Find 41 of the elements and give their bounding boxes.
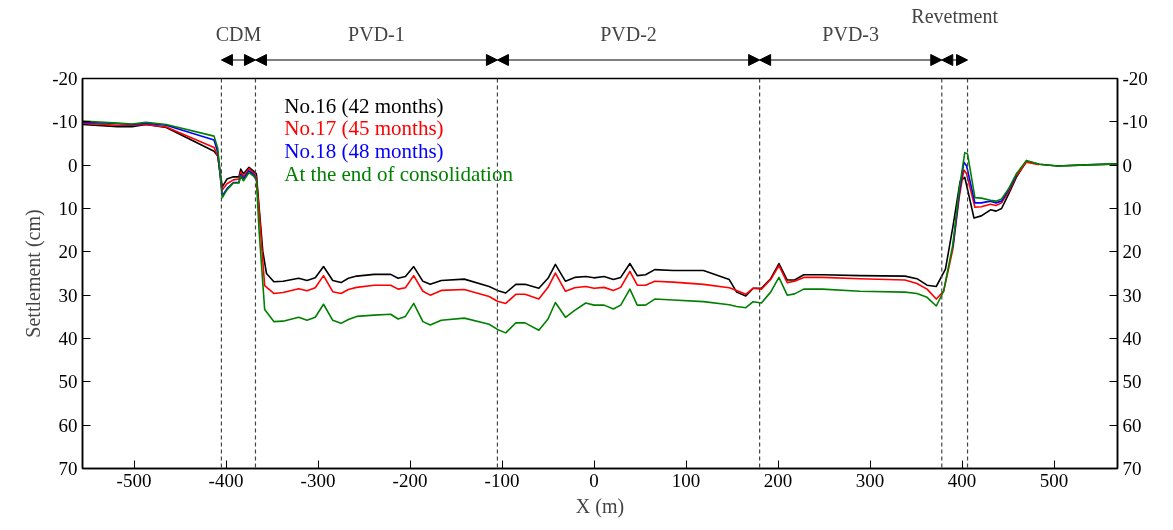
series-label: No.18 (48 months) <box>284 139 444 164</box>
y-tick-label: -10 <box>52 111 78 133</box>
y-tick-label: 0 <box>68 154 78 176</box>
x-tick-label: 300 <box>855 469 885 491</box>
x-tick-label: -400 <box>208 469 244 491</box>
y2-tick-label: 70 <box>1122 458 1142 479</box>
x-tick-label: -100 <box>484 469 520 491</box>
y-tick-label: 70 <box>58 458 78 479</box>
y2-tick-label: 20 <box>1122 241 1142 263</box>
y2-tick-label: -20 <box>1122 68 1148 89</box>
x-tick-label: -200 <box>392 469 428 491</box>
y-tick-label: -20 <box>52 68 78 89</box>
y-tick-label: 40 <box>58 328 78 349</box>
y2-tick-label: 0 <box>1122 154 1132 176</box>
text: Revetment <box>911 5 999 28</box>
y2-tick-label: 10 <box>1122 198 1142 219</box>
y2-tick-label: 30 <box>1122 284 1142 306</box>
y-tick-label: 10 <box>58 198 78 219</box>
text: No.16 (42 months) <box>284 93 444 118</box>
y-axis-title: Settlement (cm) <box>22 209 46 338</box>
x-tick-label: -500 <box>116 469 152 491</box>
x-tick-label: 500 <box>1039 469 1069 491</box>
text: PVD-3 <box>822 23 880 46</box>
y2-tick-label: 60 <box>1122 414 1142 436</box>
y-tick-label: 60 <box>58 414 78 436</box>
text: PVD-2 <box>600 23 657 46</box>
y-tick-label: 20 <box>58 241 78 263</box>
text: CDM <box>215 23 262 46</box>
x-tick-label: 0 <box>589 469 599 491</box>
x-axis-title: X (m) <box>575 494 625 518</box>
x-tick-label: 200 <box>763 469 793 491</box>
text: PVD-1 <box>348 23 405 46</box>
y-tick-label: 30 <box>58 284 78 306</box>
line-series <box>82 120 1118 334</box>
y2-tick-label: 50 <box>1122 371 1142 393</box>
x-tick-label: 400 <box>947 469 977 491</box>
y2-tick-label: -10 <box>1122 111 1148 133</box>
x-tick-label: 100 <box>671 469 701 491</box>
x-tick-label: -300 <box>300 469 336 491</box>
y-tick-label: 50 <box>58 371 78 393</box>
y2-tick-label: 40 <box>1122 328 1142 349</box>
